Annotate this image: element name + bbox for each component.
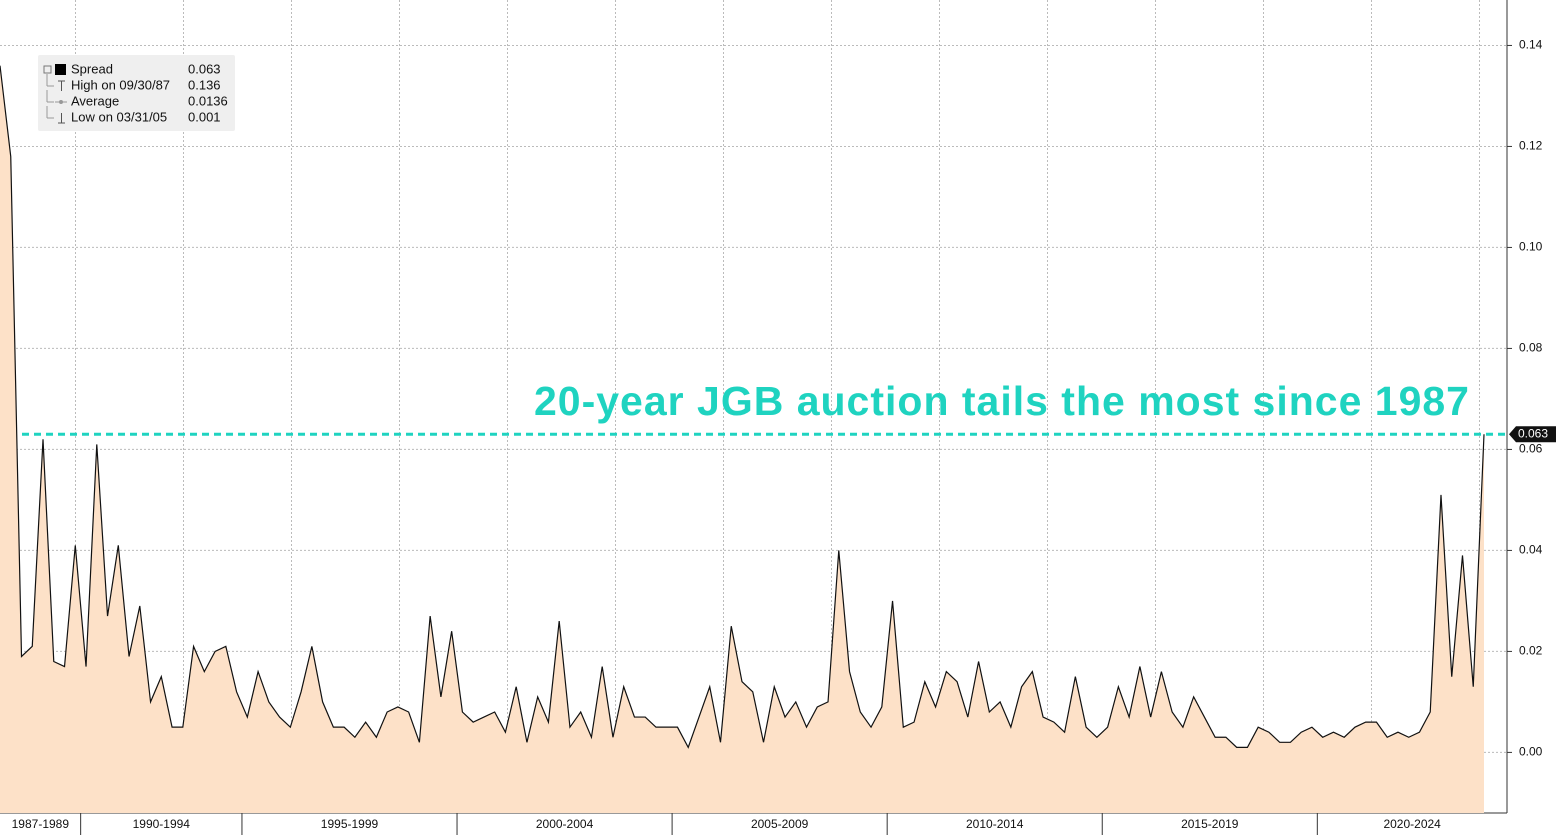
x-tick-label: 2005-2009 bbox=[751, 817, 809, 831]
y-tick-label: 0.10 bbox=[1519, 240, 1543, 254]
vertical-grid bbox=[0, 0, 1507, 813]
x-tick-label: 2020-2024 bbox=[1383, 817, 1441, 831]
legend-toggle bbox=[43, 65, 52, 74]
y-tick-label: 0.06 bbox=[1519, 442, 1543, 456]
y-tick-label: 0.08 bbox=[1519, 341, 1543, 355]
legend-value: 0.001 bbox=[188, 109, 221, 124]
x-tick-label: 2015-2019 bbox=[1181, 817, 1239, 831]
x-axis-band bbox=[0, 813, 1507, 835]
legend-box bbox=[38, 55, 235, 131]
y-tick-label: 0.12 bbox=[1519, 139, 1543, 153]
x-tick-label: 1990-1994 bbox=[133, 817, 191, 831]
legend-value: 0.0136 bbox=[188, 93, 228, 108]
annotation-text: 20-year JGB auction tails the most since… bbox=[534, 378, 1470, 424]
legend-value: 0.136 bbox=[188, 77, 221, 92]
legend-label: Spread bbox=[71, 61, 113, 76]
y-tick-label: 0.00 bbox=[1519, 745, 1543, 759]
legend-label: High on 09/30/87 bbox=[71, 77, 170, 92]
legend-swatch bbox=[55, 64, 66, 75]
x-tick-label: 1995-1999 bbox=[321, 817, 379, 831]
last-value-tag bbox=[1509, 426, 1556, 443]
x-tick-label: 2010-2014 bbox=[966, 817, 1024, 831]
line bbox=[0, 65, 1485, 749]
legend-label: Average bbox=[71, 93, 119, 108]
legend-icon bbox=[59, 100, 63, 104]
legend-value: 0.063 bbox=[188, 61, 221, 76]
area bbox=[0, 65, 1484, 813]
legend-label: Low on 03/31/05 bbox=[71, 109, 167, 124]
y-tick-label: 0.02 bbox=[1519, 644, 1543, 658]
y-tick-label: 0.04 bbox=[1519, 543, 1543, 557]
last-value-label: 0.063 bbox=[1518, 426, 1548, 440]
x-tick-label: 2000-2004 bbox=[536, 817, 594, 831]
y-tick-label: 0.14 bbox=[1519, 38, 1543, 52]
x-tick-label: 1987-1989 bbox=[12, 817, 70, 831]
